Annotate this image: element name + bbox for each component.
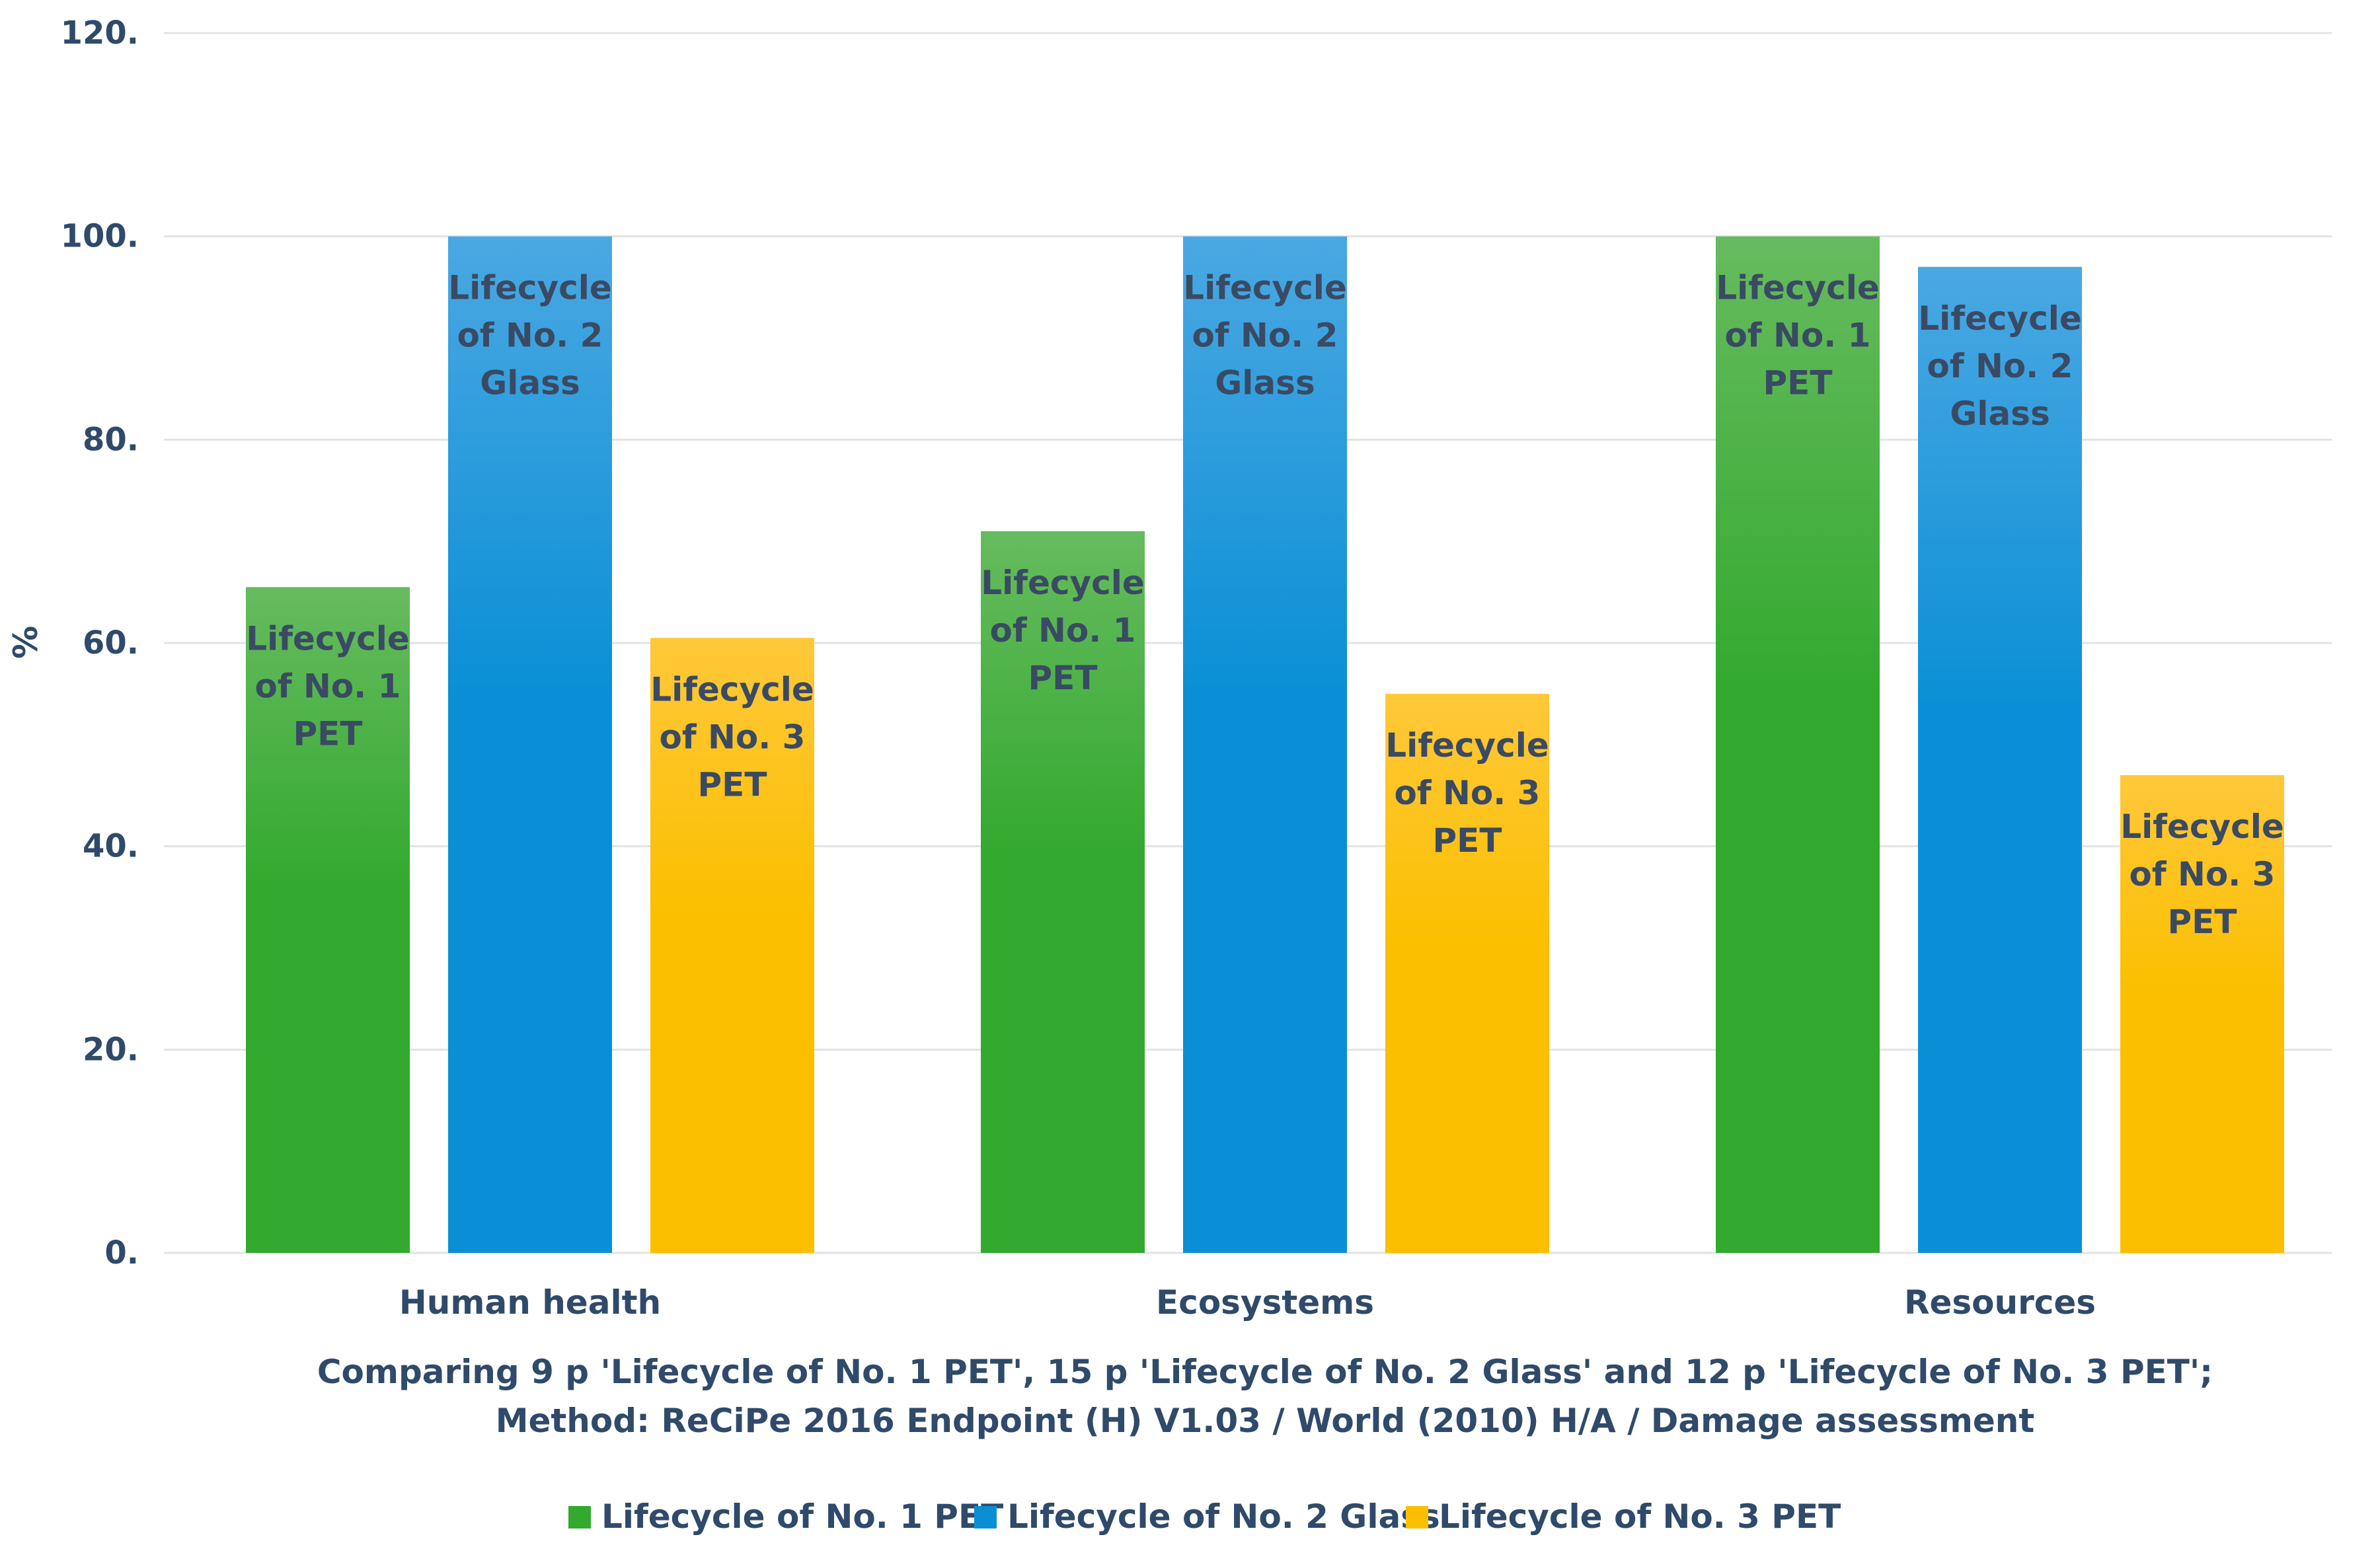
bar-data-label: Lifecycle of No. 1 PET xyxy=(246,619,410,753)
bars xyxy=(246,236,2284,1254)
bar-data-label: Lifecycle of No. 2 Glass xyxy=(448,269,612,402)
bar-0-0 xyxy=(246,587,410,1253)
bar-data-label: Lifecycle of No. 1 PET xyxy=(981,564,1145,697)
legend-swatch xyxy=(974,1506,997,1528)
legend: Lifecycle of No. 1 PET Lifecycle of No. 2… xyxy=(568,1497,1841,1536)
legend-label: Lifecycle of No. 3 PET xyxy=(1439,1497,1841,1536)
legend-swatch xyxy=(568,1506,591,1528)
x-axis-categories: Human health Ecosystems Resources xyxy=(399,1283,2096,1322)
x-category-label: Ecosystems xyxy=(1156,1283,1374,1322)
bar-1-1 xyxy=(1183,236,1347,1254)
bar-1-2 xyxy=(1385,693,1549,1253)
y-tick-label: 0. xyxy=(104,1234,139,1271)
legend-label: Lifecycle of No. 2 Glass xyxy=(1007,1497,1440,1536)
bar-2-2 xyxy=(2120,774,2284,1253)
y-tick-label: 40. xyxy=(83,828,139,865)
bar-0-1 xyxy=(448,236,612,1254)
bar-labels: Lifecycle of No. 1 PET Lifecycle of No. 2 Gla… xyxy=(246,269,2284,941)
bar-data-label: Lifecycle of No. 2 Glass xyxy=(1918,299,2082,433)
caption-line: Method: ReCiPe 2016 Endpoint (H) V1.03 /… xyxy=(496,1402,2035,1440)
bar-data-label: Lifecycle of No. 1 PET xyxy=(1716,269,1880,402)
caption-line: Comparing 9 p 'Lifecycle of No. 1 PET', … xyxy=(317,1353,2213,1391)
bar-data-label: Lifecycle of No. 2 Glass xyxy=(1183,269,1347,402)
bar-2-1 xyxy=(1918,266,2082,1254)
y-axis-ticks: 0. 20. 40. 60. 80. 100. 120. xyxy=(61,15,139,1271)
legend-label: Lifecycle of No. 1 PET xyxy=(601,1497,1003,1536)
bar-2-0 xyxy=(1716,236,1880,1254)
y-tick-label: 120. xyxy=(61,15,139,52)
x-category-label: Human health xyxy=(399,1283,661,1322)
bar-0-2 xyxy=(650,638,814,1253)
y-tick-label: 100. xyxy=(61,218,139,255)
y-tick-label: 80. xyxy=(83,421,139,458)
y-axis-label: % xyxy=(7,626,45,659)
bar-1-0 xyxy=(981,531,1145,1253)
y-tick-label: 20. xyxy=(83,1031,139,1068)
legend-swatch xyxy=(1406,1506,1428,1528)
bar-data-label: Lifecycle of No. 3 PET xyxy=(1385,726,1549,860)
bar-data-label: Lifecycle of No. 3 PET xyxy=(2120,808,2284,941)
bar-data-label: Lifecycle of No. 3 PET xyxy=(650,670,814,804)
y-tick-label: 60. xyxy=(83,624,139,661)
x-category-label: Resources xyxy=(1904,1283,2096,1322)
chart-caption: Comparing 9 p 'Lifecycle of No. 1 PET', … xyxy=(317,1353,2213,1440)
